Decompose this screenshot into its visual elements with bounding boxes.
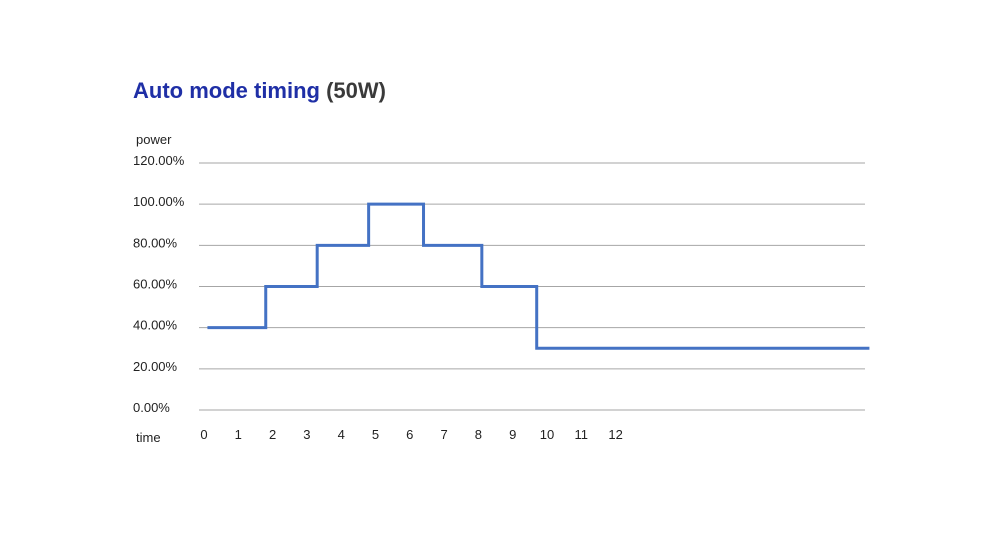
x-axis-label: time bbox=[136, 430, 161, 445]
y-tick-label: 40.00% bbox=[133, 318, 178, 333]
series-group bbox=[207, 202, 870, 350]
chart-title: Auto mode timing (50W) bbox=[133, 76, 386, 106]
y-tick-label: 80.00% bbox=[133, 235, 178, 250]
x-tick-label: 3 bbox=[303, 427, 310, 442]
x-tick-label: 11 bbox=[575, 427, 589, 442]
y-axis-tick-labels: 0.00% 20.00% 40.00% 60.00% 80.00% 100.00% 120.… bbox=[133, 153, 185, 415]
y-tick-label: 60.00% bbox=[133, 277, 178, 292]
x-axis-tick-labels: 0 1 2 3 4 5 6 7 8 9 10 11 12 bbox=[200, 427, 622, 442]
x-tick-label: 4 bbox=[338, 427, 345, 442]
y-tick-label: 0.00% bbox=[133, 400, 170, 415]
x-tick-label: 2 bbox=[269, 427, 276, 442]
x-tick-label: 12 bbox=[608, 427, 622, 442]
series-line bbox=[207, 202, 870, 350]
y-tick-label: 100.00% bbox=[133, 194, 185, 209]
chart-title-suffix: (50W) bbox=[326, 78, 386, 103]
x-tick-label: 7 bbox=[440, 427, 447, 442]
x-tick-label: 9 bbox=[509, 427, 516, 442]
gridlines bbox=[199, 162, 865, 411]
x-tick-label: 10 bbox=[540, 427, 554, 442]
y-axis-label: power bbox=[136, 132, 172, 147]
x-tick-label: 5 bbox=[372, 427, 379, 442]
y-tick-label: 120.00% bbox=[133, 153, 185, 168]
x-tick-label: 1 bbox=[235, 427, 242, 442]
y-tick-label: 20.00% bbox=[133, 359, 178, 374]
x-tick-label: 6 bbox=[406, 427, 413, 442]
chart-title-main: Auto mode timing bbox=[133, 78, 320, 103]
x-tick-label: 8 bbox=[475, 427, 482, 442]
x-tick-label: 0 bbox=[200, 427, 207, 442]
